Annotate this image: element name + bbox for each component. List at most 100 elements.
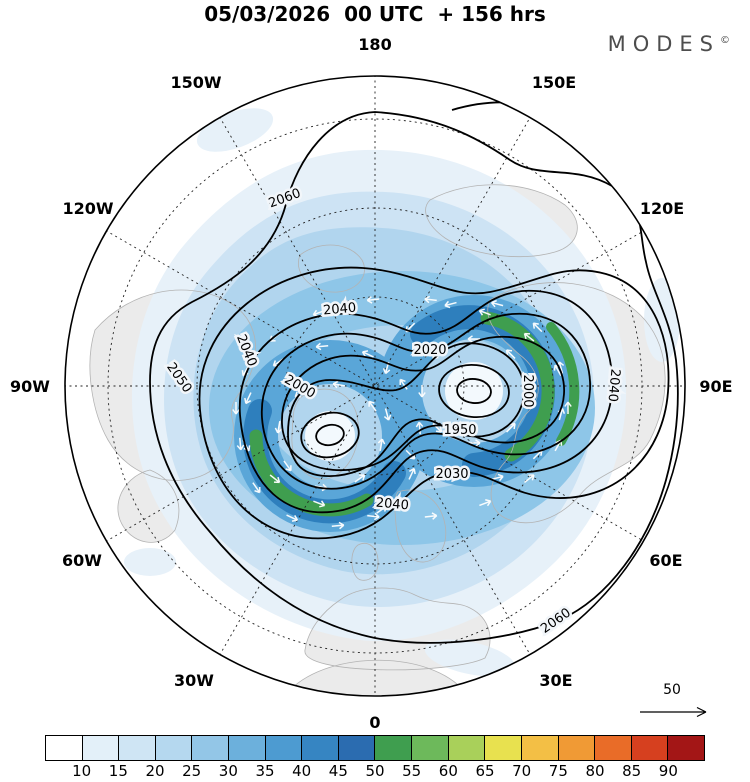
contour-label: 2040 bbox=[605, 368, 623, 402]
wind-arrow bbox=[479, 499, 492, 507]
colorbar-tick-label: 15 bbox=[108, 762, 128, 780]
graticule bbox=[65, 76, 685, 696]
wind-arrow bbox=[283, 460, 292, 472]
contour-label: 2040 bbox=[375, 496, 409, 514]
lon-label-120e: 120E bbox=[640, 199, 684, 218]
wind-arrow bbox=[252, 482, 261, 494]
wind-arrow bbox=[444, 474, 458, 483]
wind-arrow bbox=[523, 332, 535, 342]
contour-label: 2000 bbox=[520, 374, 535, 407]
lon-label-180: 180 bbox=[358, 35, 391, 54]
wind-arrow bbox=[524, 474, 535, 484]
contour-label: 2040 bbox=[323, 301, 357, 319]
colorbar-cell bbox=[82, 736, 120, 760]
wind-arrow bbox=[418, 385, 426, 398]
contour-label: 1950 bbox=[443, 423, 476, 438]
colorbar-tick-label: 45 bbox=[328, 762, 348, 780]
colorbar-tick-label: 70 bbox=[512, 762, 532, 780]
colorbar-tick-label: 35 bbox=[255, 762, 275, 780]
wind-arrow bbox=[361, 350, 374, 358]
wind-arrow bbox=[236, 437, 245, 451]
colorbar-cell bbox=[485, 736, 522, 760]
wind-arrow bbox=[478, 308, 491, 316]
colorbar-cell bbox=[46, 736, 83, 760]
wind-arrow bbox=[366, 296, 380, 304]
copyright-mark: © bbox=[720, 35, 730, 46]
wind-arrow bbox=[490, 299, 504, 308]
reference-vector-label: 50 bbox=[663, 682, 681, 698]
lon-label-60w: 60W bbox=[62, 551, 102, 570]
colorbar-tick-label: 30 bbox=[218, 762, 238, 780]
wind-arrow bbox=[444, 300, 457, 309]
page-title: 05/03/2026 00 UTC + 156 hrs bbox=[204, 2, 546, 26]
colorbar-cell bbox=[375, 736, 413, 760]
colorbar-cell bbox=[595, 736, 632, 760]
wind-arrow bbox=[367, 512, 380, 521]
lon-label-150e: 150E bbox=[532, 73, 576, 92]
wind-arrow bbox=[564, 401, 572, 414]
colorbar-cell bbox=[521, 736, 559, 760]
contour-label: 2030 bbox=[435, 467, 468, 482]
reference-vector-arrow-icon bbox=[640, 706, 707, 718]
colorbar-tick-label: 50 bbox=[365, 762, 385, 780]
colorbar-cell bbox=[631, 736, 669, 760]
lon-label-60e: 60E bbox=[649, 551, 682, 570]
colorbar-cell bbox=[155, 736, 193, 760]
wind-arrow bbox=[467, 335, 480, 343]
wind-arrow bbox=[505, 349, 516, 359]
wind-arrow bbox=[313, 500, 326, 508]
lon-label-150w: 150W bbox=[170, 73, 221, 92]
colorbar-ticks: 10 15 20 25 30 35 40 45 50 55 60 65 70 75 80 85 90 bbox=[45, 762, 705, 782]
colorbar-cell bbox=[448, 736, 486, 760]
colorbar-cell bbox=[412, 736, 449, 760]
lon-label-90w: 90W bbox=[10, 377, 50, 396]
brand-logo: MODES© bbox=[608, 32, 730, 56]
lon-label-30w: 30W bbox=[174, 671, 214, 690]
map-canvas: 2060 2040 2040 2050 2020 2000 1950 2030 … bbox=[65, 76, 685, 696]
map-border bbox=[64, 75, 686, 697]
colorbar-cell bbox=[265, 736, 303, 760]
wind-arrow bbox=[368, 400, 377, 412]
colorbar-tick-label: 75 bbox=[548, 762, 568, 780]
colorbar bbox=[45, 735, 705, 761]
wind-arrow bbox=[408, 467, 416, 480]
colorbar-cell bbox=[668, 736, 704, 760]
wind-arrow bbox=[331, 521, 345, 530]
colorbar-tick-label: 25 bbox=[182, 762, 202, 780]
height-contours bbox=[149, 101, 679, 644]
wind-arrow bbox=[244, 392, 252, 405]
wind-arrow bbox=[269, 474, 281, 484]
lon-label-90e: 90E bbox=[699, 377, 732, 396]
wind-arrow bbox=[332, 380, 346, 389]
wind-arrow bbox=[354, 474, 366, 483]
wind-arrow bbox=[399, 378, 408, 390]
wind-arrow bbox=[274, 420, 283, 434]
wind-arrow bbox=[286, 514, 299, 522]
wind-arrow bbox=[532, 322, 543, 333]
colorbar-cell bbox=[229, 736, 266, 760]
wind-arrow bbox=[468, 439, 481, 447]
contour-label: 2020 bbox=[413, 343, 446, 358]
colorbar-cell bbox=[558, 736, 596, 760]
colorbar-tick-label: 10 bbox=[72, 762, 92, 780]
colorbar-cell bbox=[338, 736, 376, 760]
wind-arrow bbox=[376, 505, 388, 514]
colorbar-tick-label: 55 bbox=[402, 762, 422, 780]
wind-arrow bbox=[415, 421, 424, 435]
colorbar-tick-label: 80 bbox=[585, 762, 605, 780]
wind-arrow bbox=[377, 438, 386, 452]
colorbar-cell bbox=[119, 736, 156, 760]
reference-vector: 50 bbox=[640, 682, 707, 718]
wind-arrow bbox=[424, 295, 437, 304]
colorbar-tick-label: 65 bbox=[475, 762, 495, 780]
wind-arrow bbox=[491, 473, 504, 482]
wind-arrow bbox=[232, 402, 240, 415]
lon-label-120w: 120W bbox=[62, 199, 113, 218]
colorbar-tick-label: 40 bbox=[292, 762, 312, 780]
colorbar-tick-label: 60 bbox=[438, 762, 458, 780]
wind-arrow bbox=[383, 408, 392, 421]
lon-label-0: 0 bbox=[369, 713, 380, 732]
colorbar-tick-label: 85 bbox=[622, 762, 642, 780]
colorbar-tick-label: 20 bbox=[145, 762, 165, 780]
